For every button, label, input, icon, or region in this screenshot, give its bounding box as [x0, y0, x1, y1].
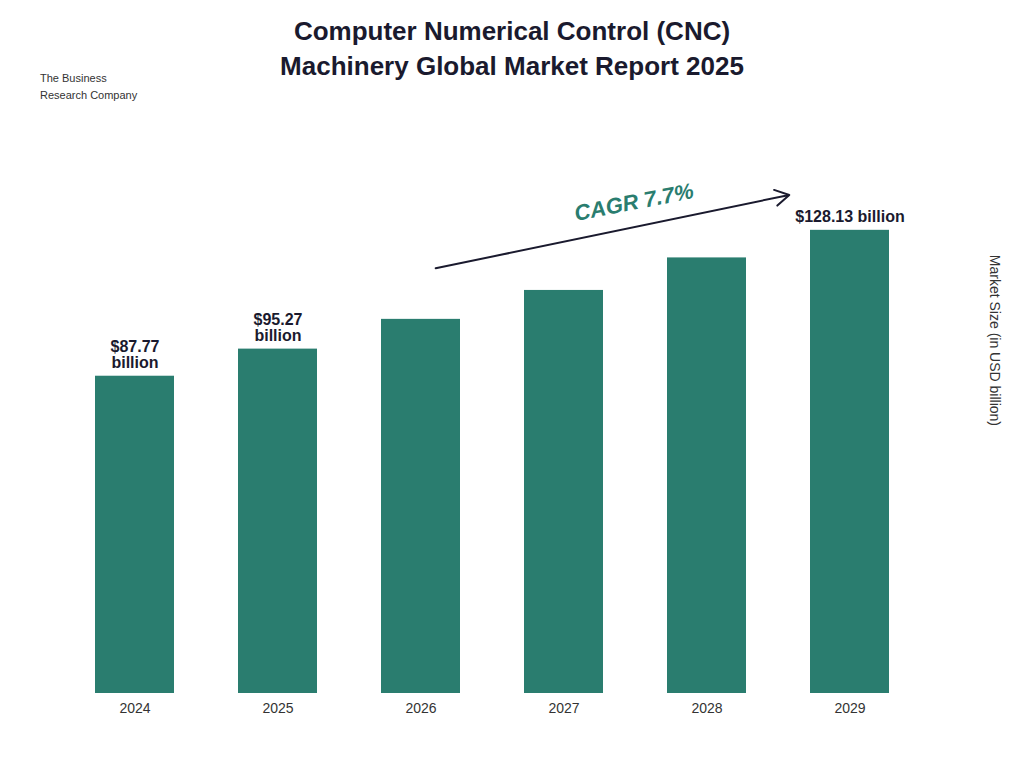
- svg-text:$128.13 billion: $128.13 billion: [795, 208, 904, 225]
- svg-text:CAGR 7.7%: CAGR 7.7%: [572, 178, 696, 226]
- html-text:The Business Research Company: The Business Research Company: [40, 72, 138, 101]
- html-text:Computer Numerical Control (CN: Computer Numerical Control (CNC) Machine…: [280, 16, 744, 82]
- svg-text:Market Size (in USD billion): Market Size (in USD billion): [987, 255, 1003, 426]
- svg-text:$87.77billion: $87.77billion: [111, 338, 160, 371]
- svg-text:2029: 2029: [834, 700, 865, 716]
- svg-text:2026: 2026: [405, 700, 436, 716]
- svg-text:2025: 2025: [262, 700, 293, 716]
- svg-text:2027: 2027: [548, 700, 579, 716]
- svg-text:$95.27billion: $95.27billion: [254, 311, 303, 344]
- svg-text:2028: 2028: [691, 700, 722, 716]
- svg-text:2024: 2024: [119, 700, 150, 716]
